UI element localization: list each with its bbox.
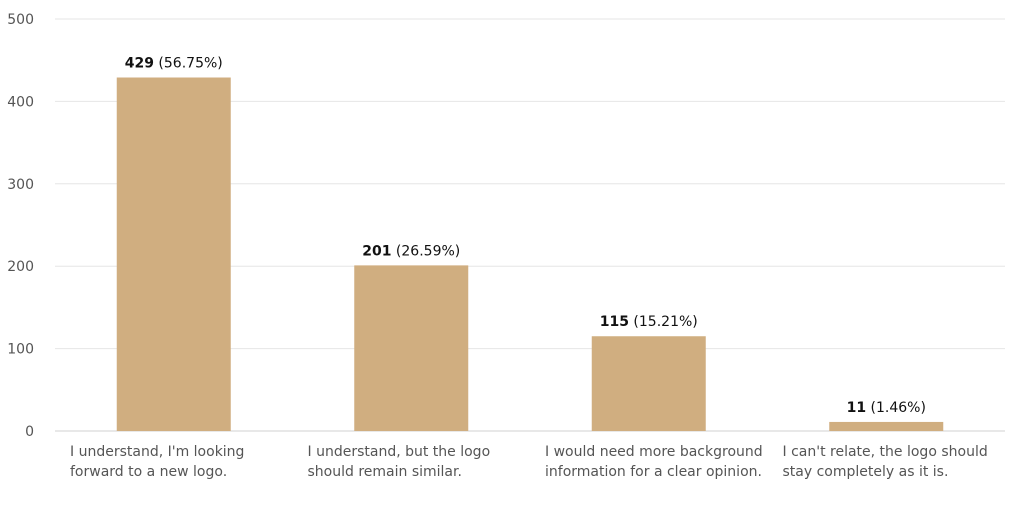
- y-tick-label: 300: [7, 177, 34, 193]
- bars: [116, 77, 944, 431]
- y-tick-label: 500: [7, 12, 34, 28]
- x-tick-label-line: I understand, I'm looking: [70, 444, 244, 460]
- y-axis-tick-labels: 0 100 200 300 400 500: [7, 12, 34, 440]
- data-label: 429 (56.75%): [125, 56, 223, 72]
- data-label-value: 115: [600, 314, 629, 330]
- x-tick-label-line: stay completely as it is.: [783, 464, 949, 480]
- x-tick-label-line: information for a clear opinion.: [545, 464, 762, 480]
- x-tick-label-line: I would need more background: [545, 444, 763, 460]
- data-label-percent: (26.59%): [391, 243, 460, 259]
- y-tick-label: 0: [25, 424, 34, 440]
- y-tick-label: 100: [7, 342, 34, 358]
- data-label-percent: (56.75%): [154, 56, 223, 72]
- data-label: 201 (26.59%): [362, 243, 460, 259]
- x-tick-label-line: I can't relate, the logo should: [783, 444, 988, 460]
- bar: [829, 421, 944, 431]
- x-tick-label: I can't relate, the logo should stay comp…: [783, 444, 988, 480]
- x-tick-label: I understand, but the logo should remain …: [308, 444, 491, 480]
- bar: [116, 77, 231, 431]
- x-tick-label-line: I understand, but the logo: [308, 444, 491, 460]
- x-tick-label: I would need more background information …: [545, 444, 763, 480]
- bar: [354, 265, 469, 431]
- x-tick-label-line: forward to a new logo.: [70, 464, 227, 480]
- data-label-percent: (15.21%): [629, 314, 698, 330]
- bar: [591, 336, 706, 431]
- y-tick-label: 200: [7, 259, 34, 275]
- data-label-value: 11: [847, 400, 866, 416]
- category-labels: I understand, I'm looking forward to a ne…: [70, 444, 988, 480]
- data-label-percent: (1.46%): [866, 400, 926, 416]
- x-tick-label-line: should remain similar.: [308, 464, 462, 480]
- data-label: 11 (1.46%): [847, 400, 926, 416]
- y-tick-label: 400: [7, 94, 34, 110]
- data-label: 115 (15.21%): [600, 314, 698, 330]
- data-label-value: 201: [362, 243, 391, 259]
- x-tick-label: I understand, I'm looking forward to a ne…: [70, 444, 244, 480]
- value-labels: 429 (56.75%) 201 (26.59%) 115 (15.21%) 11 (…: [125, 56, 926, 416]
- data-label-value: 429: [125, 56, 154, 72]
